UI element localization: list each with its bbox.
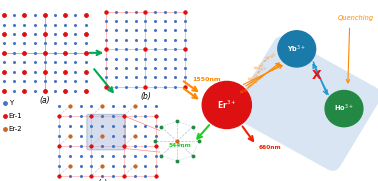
Text: Ho$^{3+}$: Ho$^{3+}$ xyxy=(334,103,354,114)
Text: (b): (b) xyxy=(140,92,151,101)
Text: $^4F_{9/2}{\to}^5I_6$: $^4F_{9/2}{\to}^5I_6$ xyxy=(238,76,261,98)
Text: Er$^{3+}$: Er$^{3+}$ xyxy=(217,99,237,111)
Text: Y: Y xyxy=(9,100,13,106)
Text: (c): (c) xyxy=(97,179,107,181)
Text: $^4I_{11/2}{\to}^1I_1$: $^4I_{11/2}{\to}^1I_1$ xyxy=(245,63,269,85)
Circle shape xyxy=(278,31,316,67)
Text: Quenching: Quenching xyxy=(337,15,373,21)
FancyBboxPatch shape xyxy=(87,114,125,150)
Text: Er-2: Er-2 xyxy=(9,125,22,132)
Text: 544nm: 544nm xyxy=(169,143,192,148)
FancyBboxPatch shape xyxy=(232,36,378,171)
Text: 660nm: 660nm xyxy=(258,146,281,150)
Circle shape xyxy=(325,90,363,127)
Text: X: X xyxy=(312,69,321,82)
Text: Er-1: Er-1 xyxy=(9,113,23,119)
Text: $^4I_{13/2}{\to}^2F_{5/2}$: $^4I_{13/2}{\to}^2F_{5/2}$ xyxy=(251,49,278,74)
Text: Yb$^{3+}$: Yb$^{3+}$ xyxy=(287,43,306,54)
Text: 1550nm: 1550nm xyxy=(193,77,221,82)
Circle shape xyxy=(202,81,251,129)
Text: (a): (a) xyxy=(40,96,50,105)
